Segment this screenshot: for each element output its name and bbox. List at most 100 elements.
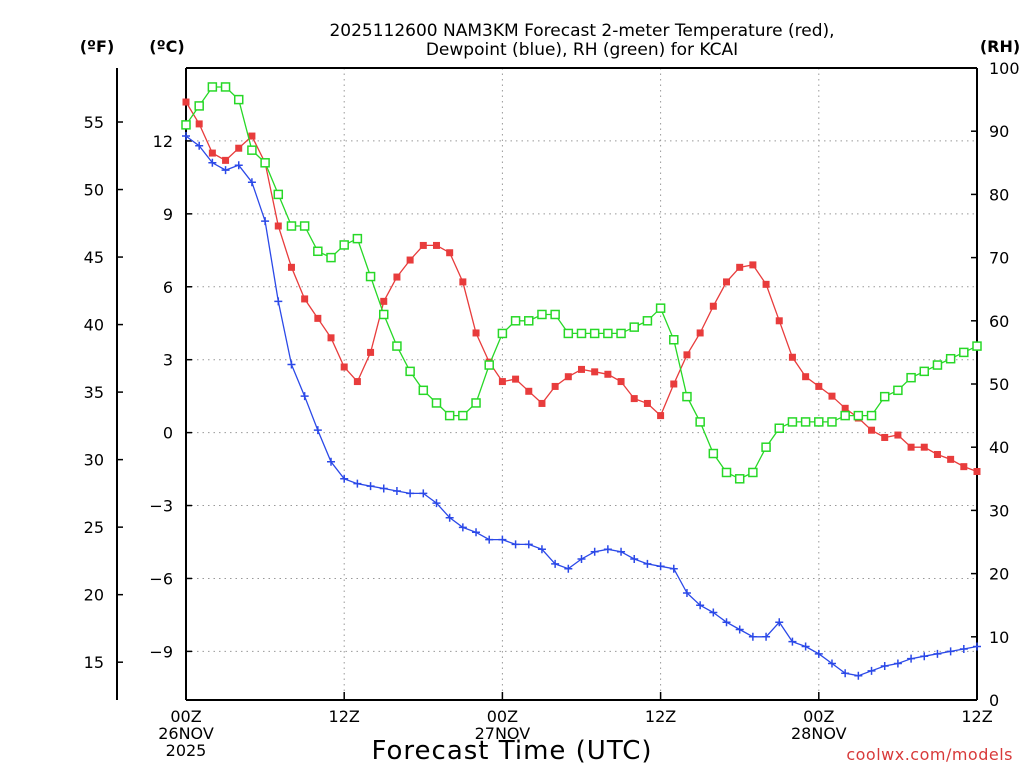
2-meter-temperature-point [578,365,585,373]
dewpoint-point [221,166,230,175]
dewpoint-point [630,555,639,564]
rh-point [286,221,297,231]
axes: 129630−3−6−95550454035302520151009080706… [84,59,1020,710]
dewpoint-point [182,132,190,141]
2-meter-temperature-point [709,302,717,310]
dewpoint-point [577,555,586,564]
rh-point [708,448,719,459]
rh-tick-label: 50 [989,375,1009,394]
2-meter-temperature-point [894,431,902,439]
dewpoint-point [696,601,705,610]
2-meter-temperature-point [775,317,783,325]
2-meter-temperature-point [723,278,731,286]
2-meter-temperature-point [525,387,533,395]
fahrenheit-tick-label: 20 [84,586,104,605]
fahrenheit-tick-label: 35 [84,383,104,402]
dewpoint-point [933,649,942,658]
dewpoint-point [313,426,322,435]
dewpoint-point [617,547,626,556]
rh-point [339,240,349,250]
rh-point [365,271,376,282]
dewpoint-point [406,489,415,498]
2-meter-temperature-point [881,433,889,441]
x-tick-label: 12Z [645,707,676,726]
dewpoint-point [537,545,546,554]
2-meter-temperature-point [208,149,216,157]
celsius-tick-label: 9 [163,205,173,224]
2-meter-temperature-point [670,380,678,388]
2-meter-temperature-point [617,378,625,386]
2-meter-temperature-point [235,144,243,152]
rh-point [563,328,574,339]
dewpoint-point [353,479,362,488]
dewpoint-point [880,661,889,670]
rh-point [603,328,613,339]
rh-tick-label: 10 [989,628,1009,647]
2-meter-temperature-point [933,450,941,458]
celsius-tick-label: −6 [149,569,173,588]
dewpoint-point [524,540,533,549]
dewpoint-point [247,178,256,187]
dewpoint-point [432,499,441,508]
dewpoint-point [973,642,981,651]
dewpoint-point [603,545,612,554]
2-meter-temperature-point [841,404,849,412]
rh-point [576,328,587,339]
dewpoint-point [327,457,336,466]
2-meter-temperature-point [419,241,427,249]
rh-point [405,366,415,377]
rh-point [945,353,956,364]
rh-tick-label: 70 [989,249,1009,268]
2-meter-temperature-point [630,395,638,403]
dewpoint-point [590,547,599,556]
rh-point [313,246,323,257]
rh-point [853,410,864,421]
rh-tick-label: 40 [989,438,1009,457]
x-tick-label: 00Z [487,707,518,726]
rh-point [629,322,639,332]
rh-point [299,221,310,231]
rh-point [220,82,231,92]
rh-series [181,82,982,484]
dewpoint-point [379,484,388,493]
fahrenheit-tick-label: 15 [84,653,104,672]
rh-point [233,94,244,105]
rh-point [537,309,547,320]
x-tick-label: 00Z [170,707,201,726]
rh-point [589,328,600,339]
rh-point [827,417,837,427]
rh-point [721,467,732,478]
dewpoint-point [656,562,665,571]
rh-point [181,120,191,130]
celsius-tick-label: 0 [163,424,173,443]
celsius-unit-label: (ºC) [149,37,184,56]
2-meter-temperature-point [327,334,335,342]
rh-point [919,366,930,377]
2-meter-temperature-point [749,261,757,269]
2-meter-temperature-point [406,256,414,264]
chart-title-line2: Dewpoint (blue), RH (green) for KCAI [426,40,738,60]
2-meter-temperature-point [643,399,651,407]
rh-point [260,158,270,168]
rh-tick-label: 30 [989,501,1009,520]
rh-point [418,385,429,396]
dewpoint-point [485,535,494,544]
celsius-tick-label: −3 [149,497,173,516]
rh-tick-label: 80 [989,185,1009,204]
2-meter-temperature-point [301,295,309,303]
rh-point [787,417,798,427]
fahrenheit-tick-label: 55 [84,113,104,132]
dewpoint-point [274,297,283,306]
rh-point [734,474,745,484]
rh-point [761,442,771,452]
2-meter-temperature-point [920,443,928,451]
dewpoint-point [445,513,454,522]
dewpoint-point [551,559,560,568]
2-meter-temperature-point [314,314,322,322]
rh-point [642,316,653,326]
2-meter-temperature-point [393,273,401,281]
rh-point [814,417,824,427]
2-meter-temperature-point [868,426,876,434]
2-meter-temperature-point [815,382,823,390]
